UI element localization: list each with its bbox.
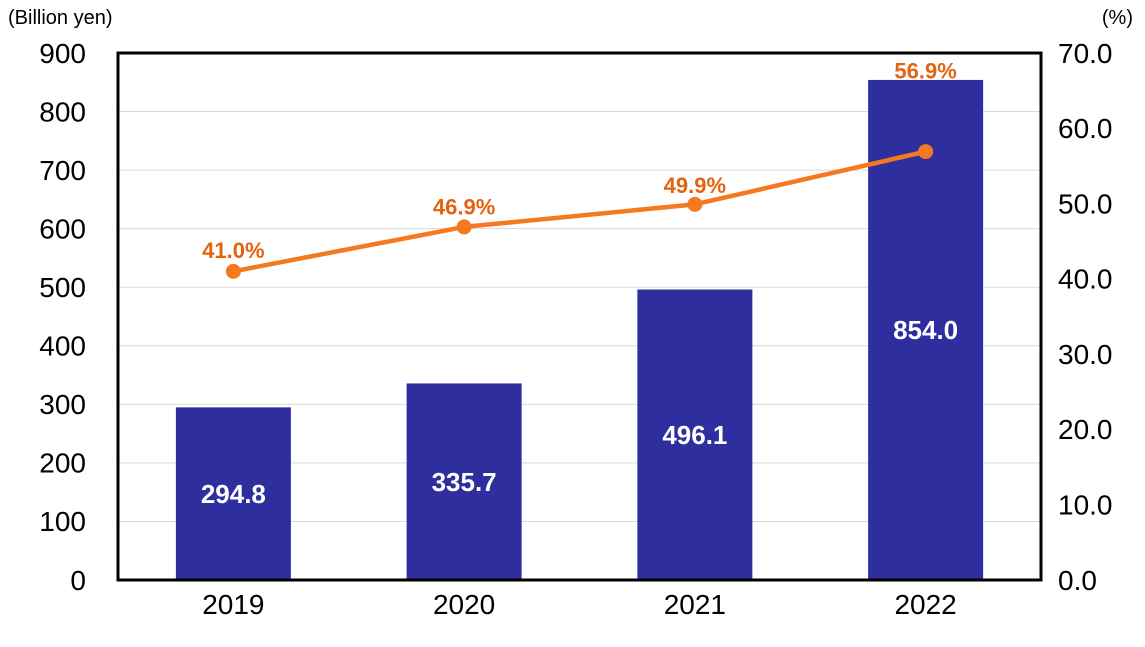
x-axis-tick-label-2019: 2019 (202, 589, 264, 620)
left-axis-tick-label: 400 (39, 331, 86, 362)
line-marker (687, 196, 703, 212)
bar-value-label: 335.7 (432, 467, 497, 497)
line-value-label: 49.9% (664, 173, 726, 198)
left-axis-unit-label: (Billion yen) (8, 7, 113, 29)
trend-line (231, 149, 928, 274)
bar-value-label: 294.8 (201, 479, 266, 509)
x-axis-tick-label-2020: 2020 (433, 589, 495, 620)
left-axis-tick-label: 900 (39, 38, 86, 69)
left-axis-tick-label: 200 (39, 448, 86, 479)
bar-2020 (406, 383, 522, 580)
right-axis-tick-label: 0.0 (1058, 565, 1097, 596)
left-axis-tick-label: 800 (39, 96, 86, 127)
line-marker (225, 263, 241, 279)
right-axis-unit-label: (%) (1101, 7, 1133, 29)
right-axis-tick-label: 40.0 (1058, 264, 1113, 295)
left-axis-tick-label: 600 (39, 213, 86, 244)
line-marker (456, 219, 472, 235)
line-value-label: 41.0% (202, 238, 264, 263)
left-axis-tick-label: 300 (39, 389, 86, 420)
bar-value-label: 854.0 (893, 315, 958, 345)
right-axis-tick-label: 10.0 (1058, 490, 1113, 521)
right-axis-tick-label: 50.0 (1058, 188, 1113, 219)
left-axis-tick-label: 100 (39, 506, 86, 537)
x-axis-tick-label-2022: 2022 (894, 589, 956, 620)
left-axis-tick-label: 0 (70, 565, 86, 596)
left-axis-tick-label: 500 (39, 272, 86, 303)
line-value-label: 56.9% (894, 58, 956, 83)
bar-2022 (868, 79, 984, 581)
right-axis-tick-label: 20.0 (1058, 414, 1113, 445)
bar-2019 (175, 407, 291, 580)
right-axis-tick-label: 70.0 (1058, 38, 1113, 69)
plot-border (116, 51, 1043, 582)
line-marker (918, 144, 934, 160)
x-axis-tick-label-2021: 2021 (664, 589, 726, 620)
right-axis-tick-label: 30.0 (1058, 339, 1113, 370)
left-axis-tick-label: 700 (39, 155, 86, 186)
bar-value-label: 496.1 (662, 420, 727, 450)
right-axis-tick-label: 60.0 (1058, 113, 1113, 144)
line-value-label: 46.9% (433, 195, 495, 220)
bar-2021 (637, 289, 753, 580)
